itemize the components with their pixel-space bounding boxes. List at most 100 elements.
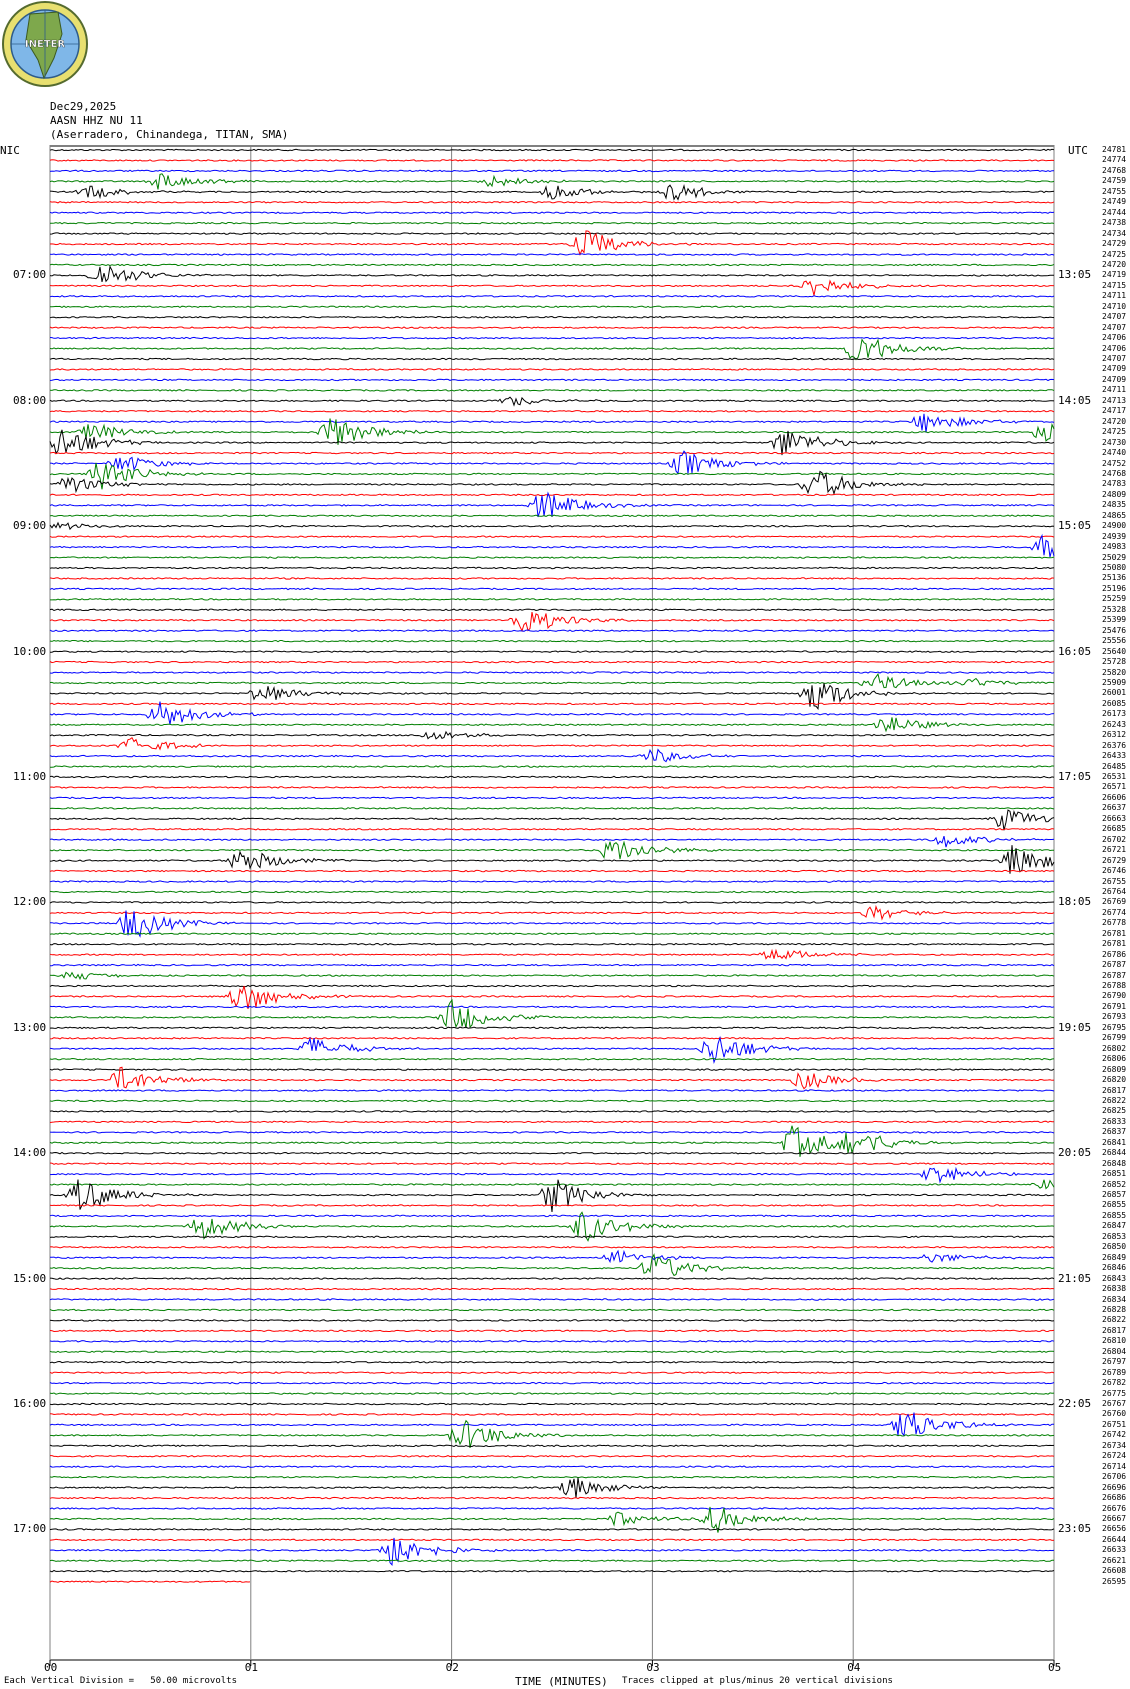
trace-count-label: 26751 xyxy=(1102,1419,1127,1429)
trace-count-label: 26656 xyxy=(1102,1524,1127,1534)
seismic-trace xyxy=(49,493,1055,497)
trace-count-label: 24768 xyxy=(1102,468,1127,478)
trace-count-label: 26851 xyxy=(1102,1169,1127,1179)
seismic-trace xyxy=(49,948,1055,960)
seismic-trace xyxy=(49,890,1055,894)
trace-count-label: 24734 xyxy=(1102,228,1127,238)
seismic-traces xyxy=(49,148,1055,1583)
trace-count-label: 24835 xyxy=(1102,500,1127,510)
trace-count-label: 24749 xyxy=(1102,197,1127,207)
seismic-trace xyxy=(49,901,1055,904)
trace-count-label: 25820 xyxy=(1102,667,1127,677)
seismic-trace xyxy=(49,294,1055,298)
nic-time-label: 08:00 xyxy=(13,393,47,407)
nic-time-label: 14:00 xyxy=(13,1146,47,1160)
utc-time-label: 17:05 xyxy=(1058,770,1092,783)
trace-count-label: 24720 xyxy=(1102,416,1127,426)
seismic-trace xyxy=(49,880,1055,883)
seismic-trace xyxy=(49,1249,1055,1264)
trace-count-label: 24706 xyxy=(1102,333,1127,343)
trace-count-label: 26760 xyxy=(1102,1409,1127,1419)
trace-count-label: 24707 xyxy=(1102,354,1127,363)
trace-count-label: 26855 xyxy=(1102,1210,1127,1220)
trace-count-label: 26746 xyxy=(1102,866,1127,876)
trace-count-label: 26795 xyxy=(1102,1022,1127,1032)
seismic-trace xyxy=(49,1402,1055,1406)
seismic-trace xyxy=(49,1381,1055,1385)
trace-count-label: 25259 xyxy=(1102,594,1127,604)
seismic-trace xyxy=(49,807,1055,810)
trace-count-label: 24783 xyxy=(1102,479,1127,489)
trace-count-label: 26621 xyxy=(1102,1555,1127,1565)
utc-time-label: 21:05 xyxy=(1058,1271,1092,1285)
trace-count-label: 26848 xyxy=(1102,1158,1127,1168)
nic-time-label: 10:00 xyxy=(13,644,47,658)
seismic-trace xyxy=(50,598,1055,601)
seismic-trace xyxy=(49,1569,1055,1573)
seismic-trace xyxy=(49,1580,251,1583)
seismic-trace xyxy=(49,201,1055,204)
utc-time-label: 18:05 xyxy=(1058,895,1092,909)
trace-count-label: 26714 xyxy=(1102,1461,1127,1471)
trace-count-label: 26774 xyxy=(1102,907,1127,917)
seismic-trace xyxy=(49,1538,1055,1542)
seismic-trace xyxy=(49,717,1055,733)
trace-count-label: 26571 xyxy=(1102,782,1127,792)
footer-scale-note: Each Vertical Division = 50.00 microvolt… xyxy=(4,1676,237,1686)
utc-time-label: 20:05 xyxy=(1058,1146,1092,1160)
trace-count-label: 26433 xyxy=(1102,751,1127,761)
seismic-trace xyxy=(49,326,1055,329)
left-timezone-label: NIC xyxy=(0,144,20,157)
channel-name: AASN HHZ NU 11 xyxy=(50,114,143,127)
seismic-trace xyxy=(49,1246,1055,1249)
trace-count-label: 26778 xyxy=(1102,918,1127,928)
trace-count-label: 25136 xyxy=(1102,573,1127,583)
seismic-trace xyxy=(49,1287,1055,1291)
trace-count-label: 26787 xyxy=(1102,960,1127,970)
seismic-trace xyxy=(49,932,1055,935)
trace-count-label: 24774 xyxy=(1102,155,1127,165)
trace-count-label: 24939 xyxy=(1102,531,1127,541)
seismic-trace xyxy=(49,1131,1055,1134)
trace-count-label: 26312 xyxy=(1102,730,1127,740)
trace-count-label: 26825 xyxy=(1102,1106,1127,1116)
trace-count-label: 26793 xyxy=(1102,1012,1127,1022)
trace-count-label: 26755 xyxy=(1102,876,1127,886)
nic-time-label: 09:00 xyxy=(13,519,47,533)
trace-count-label: 24759 xyxy=(1102,176,1127,186)
seismic-trace xyxy=(49,1319,1055,1322)
trace-count-label: 26742 xyxy=(1102,1430,1127,1440)
trace-count-label: 24738 xyxy=(1102,218,1127,228)
seismic-trace xyxy=(49,1413,1055,1416)
seismic-trace xyxy=(50,1455,1055,1458)
seismic-trace xyxy=(49,148,1055,152)
trace-count-label: 24768 xyxy=(1102,165,1127,175)
seismic-trace xyxy=(49,462,1055,490)
seismic-trace xyxy=(50,765,1055,768)
trace-count-label: 24729 xyxy=(1102,239,1127,249)
seismic-trace xyxy=(49,1496,1055,1500)
trace-count-label: 26797 xyxy=(1102,1357,1127,1367)
trace-count-label: 24900 xyxy=(1102,521,1127,531)
seismic-trace xyxy=(49,230,1054,256)
seismic-trace xyxy=(49,845,1055,874)
seismic-trace xyxy=(50,305,1055,308)
trace-count-label: 26790 xyxy=(1102,991,1127,1001)
seismic-trace xyxy=(49,418,1055,445)
trace-count-label: 24752 xyxy=(1102,458,1127,468)
seismic-trace xyxy=(49,1308,1055,1312)
trace-count-label: 26855 xyxy=(1102,1200,1127,1210)
trace-count-label: 26724 xyxy=(1102,1451,1127,1461)
seismic-trace xyxy=(49,786,1055,789)
x-tick-label: 00 xyxy=(44,1661,58,1674)
trace-count-label: 26857 xyxy=(1102,1190,1127,1199)
trace-count-label: 26843 xyxy=(1102,1273,1127,1283)
trace-count-label: 26786 xyxy=(1102,949,1127,959)
seismic-trace xyxy=(49,514,1055,517)
seismic-trace xyxy=(49,984,1055,988)
trace-count-label: 26696 xyxy=(1102,1482,1127,1492)
nic-time-label: 15:00 xyxy=(13,1271,47,1285)
trace-count-label: 26788 xyxy=(1102,981,1127,990)
seismic-trace xyxy=(49,1125,1055,1157)
seismic-trace xyxy=(49,998,1055,1029)
